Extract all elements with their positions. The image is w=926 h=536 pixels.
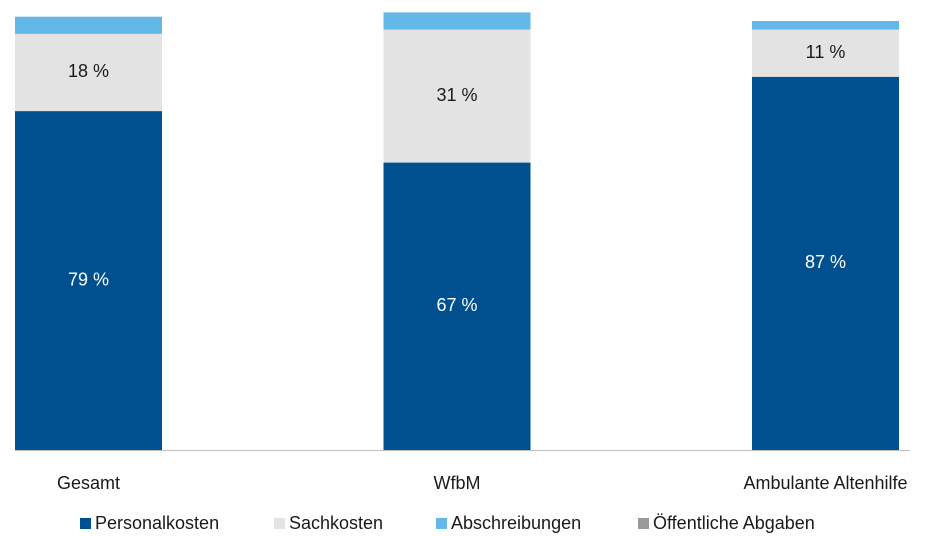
value-label: 79 % <box>68 269 109 289</box>
value-label: 18 % <box>68 61 109 81</box>
bar-segment <box>383 12 531 30</box>
legend-label: Personalkosten <box>95 513 219 533</box>
legend-swatch <box>638 518 649 529</box>
x-tick-label: Gesamt <box>57 473 120 493</box>
value-label: 67 % <box>436 295 477 315</box>
bar-segment <box>383 29 531 163</box>
bar-segment <box>15 16 162 34</box>
value-label: 31 % <box>436 85 477 105</box>
legend-swatch <box>80 518 91 529</box>
bar-segment <box>752 29 899 77</box>
legend-label: Sachkosten <box>289 513 383 533</box>
value-label: 11 % <box>806 42 846 62</box>
bar-segment <box>383 162 531 450</box>
value-label: 87 % <box>805 252 846 272</box>
legend-swatch <box>436 518 447 529</box>
legend-label: Öffentliche Abgaben <box>653 513 815 533</box>
bar-segment <box>752 21 899 30</box>
bar-segment <box>15 33 162 112</box>
legend-label: Abschreibungen <box>451 513 581 533</box>
bar-segment <box>752 76 899 451</box>
x-tick-label: WfbM <box>434 473 481 493</box>
legend-swatch <box>274 518 285 529</box>
x-tick-label: Ambulante Altenhilfe <box>743 473 907 493</box>
bar-segment <box>15 111 162 450</box>
